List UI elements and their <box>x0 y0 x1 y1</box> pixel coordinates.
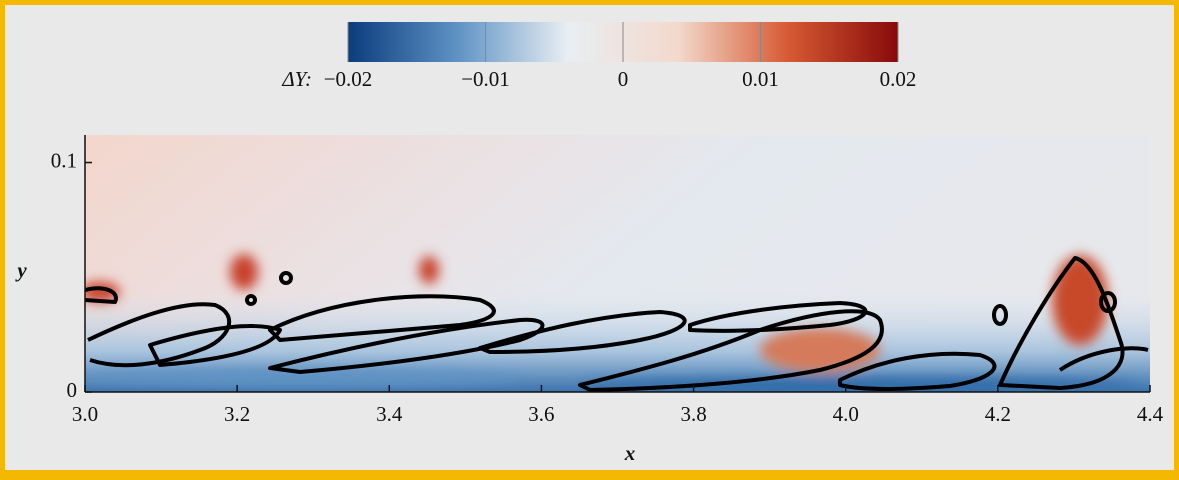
x-tick-label: 4.2 <box>985 402 1011 426</box>
x-tick-label: 3.2 <box>224 402 250 426</box>
x-tick-label: 3.6 <box>528 402 554 426</box>
colorbar-tick-label: 0.02 <box>880 67 917 91</box>
colorbar-label: ΔY: <box>281 67 312 91</box>
x-tick-label: 4.0 <box>833 402 859 426</box>
colorbar-tick-label: −0.01 <box>461 67 510 91</box>
x-tick-label: 3.0 <box>72 402 98 426</box>
colorbar-tick-label: −0.02 <box>324 67 373 91</box>
field <box>85 135 1150 392</box>
x-tick-label: 3.4 <box>376 402 403 426</box>
y-tick-label: 0 <box>67 378 78 402</box>
x-tick-label: 4.4 <box>1137 402 1164 426</box>
x-tick-label: 3.8 <box>680 402 706 426</box>
x-axis-label: x <box>624 441 636 465</box>
colorbar-tick-label: 0.01 <box>742 67 779 91</box>
colorbar-tick-label: 0 <box>618 67 629 91</box>
y-tick-label: 0.1 <box>51 148 77 172</box>
y-axis-label: y <box>14 258 27 282</box>
